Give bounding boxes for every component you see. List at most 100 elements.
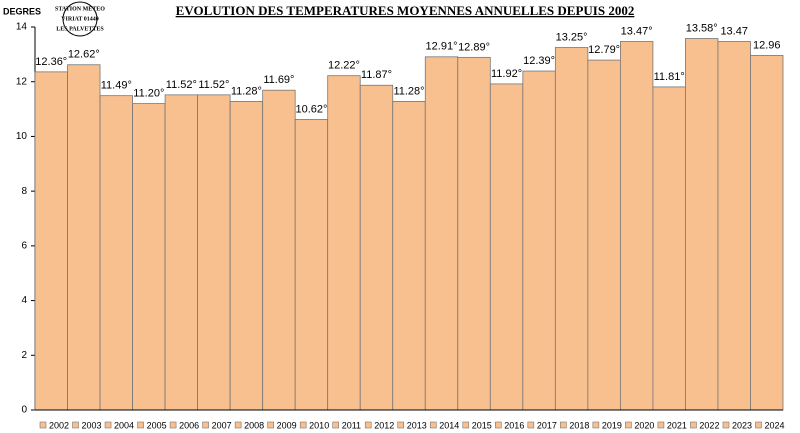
legend-swatch bbox=[657, 421, 665, 429]
y-tick-label: 0 bbox=[21, 405, 27, 416]
y-tick-label: 14 bbox=[16, 22, 28, 33]
legend-label: 2018 bbox=[569, 420, 589, 430]
legend-label: 2011 bbox=[342, 420, 361, 430]
legend-label: 2007 bbox=[212, 420, 232, 430]
y-tick-label: 8 bbox=[21, 186, 27, 197]
stamp-text: VIRIAT 01440 bbox=[61, 16, 99, 22]
legend-swatch bbox=[234, 421, 242, 429]
legend-label: 2020 bbox=[634, 420, 654, 430]
legend-label: 2012 bbox=[374, 420, 394, 430]
legend-label: 2017 bbox=[537, 420, 557, 430]
legend-label: 2016 bbox=[504, 420, 524, 430]
bar bbox=[359, 84, 394, 411]
value-label: 10.62° bbox=[295, 103, 327, 115]
legend-swatch bbox=[364, 421, 372, 429]
legend-swatch bbox=[39, 421, 47, 429]
bar bbox=[392, 101, 426, 411]
value-label: 12.89° bbox=[458, 41, 490, 53]
value-label: 11.52° bbox=[198, 79, 229, 91]
stamp-text: LES PALVETTES bbox=[56, 26, 104, 32]
value-label: 12.39° bbox=[523, 55, 555, 67]
legend-label: 2023 bbox=[732, 420, 752, 430]
stamp: STATION METEO VIRIAT 01440 LES PALVETTES bbox=[55, 1, 105, 37]
legend-label: 2021 bbox=[667, 420, 687, 430]
y-tick-label: 6 bbox=[21, 240, 27, 251]
bar bbox=[34, 71, 68, 411]
legend-label: 2010 bbox=[309, 420, 329, 430]
value-label: 11.52° bbox=[166, 79, 197, 91]
value-label: 11.87° bbox=[361, 69, 392, 81]
legend-swatch bbox=[625, 421, 632, 429]
legend-swatch bbox=[722, 421, 730, 429]
bar bbox=[750, 55, 784, 411]
bar bbox=[294, 119, 329, 411]
value-label: 13.47 bbox=[720, 25, 748, 37]
legend-label: 2004 bbox=[114, 420, 134, 430]
y-tick-label: 12 bbox=[16, 76, 28, 87]
legend-label: 2003 bbox=[82, 420, 102, 430]
legend-swatch bbox=[560, 421, 567, 429]
legend-swatch bbox=[429, 421, 437, 429]
value-label: 12.91° bbox=[426, 41, 458, 53]
bar bbox=[717, 41, 751, 411]
bar bbox=[229, 101, 264, 411]
value-label: 12.96 bbox=[753, 39, 781, 51]
bar bbox=[522, 70, 556, 411]
legend-label: 2014 bbox=[439, 420, 459, 430]
legend-label: 2013 bbox=[407, 420, 427, 430]
legend-label: 2009 bbox=[277, 420, 297, 430]
value-label: 11.92° bbox=[491, 68, 522, 80]
legend-label: 2008 bbox=[244, 420, 264, 430]
legend-swatch bbox=[72, 421, 79, 429]
legend-swatch bbox=[299, 421, 307, 429]
legend-swatch bbox=[267, 421, 274, 429]
value-label: 12.36° bbox=[35, 56, 67, 68]
bar bbox=[164, 94, 199, 411]
value-label: 11.28° bbox=[393, 85, 424, 97]
legend-label: 2019 bbox=[602, 420, 622, 430]
legend-swatch bbox=[137, 421, 144, 429]
bar bbox=[424, 56, 459, 411]
value-label: 11.20° bbox=[133, 88, 164, 100]
bar bbox=[457, 56, 491, 411]
bar bbox=[197, 94, 231, 411]
legend-label: 2022 bbox=[699, 420, 719, 430]
legend-swatch bbox=[527, 421, 535, 429]
bar bbox=[554, 47, 589, 411]
legend-label: 2015 bbox=[472, 420, 492, 430]
legend-swatch bbox=[755, 421, 762, 429]
stamp-text: STATION METEO bbox=[55, 6, 105, 12]
legend-swatch bbox=[495, 421, 502, 429]
stamp-circle bbox=[62, 1, 98, 37]
value-label: 11.81° bbox=[654, 71, 685, 83]
legend-swatch bbox=[202, 421, 209, 429]
value-label: 13.25° bbox=[556, 31, 588, 43]
legend-swatch bbox=[169, 421, 177, 429]
y-tick-label: 4 bbox=[21, 295, 27, 306]
value-label: 12.79° bbox=[588, 44, 620, 56]
value-label: 12.22° bbox=[328, 60, 360, 72]
bar bbox=[489, 83, 524, 411]
legend-swatch bbox=[397, 421, 405, 429]
value-label: 11.28° bbox=[231, 85, 262, 97]
y-axis-label: DEGRES bbox=[3, 6, 41, 16]
legend-label: 2005 bbox=[147, 420, 167, 430]
legend-swatch bbox=[332, 421, 339, 429]
bar bbox=[67, 64, 101, 411]
bar bbox=[619, 41, 654, 411]
bar bbox=[99, 95, 133, 411]
bar bbox=[685, 38, 719, 411]
bar bbox=[327, 75, 361, 411]
y-tick-label: 2 bbox=[21, 350, 27, 361]
bar bbox=[262, 89, 296, 411]
value-label: 11.69° bbox=[263, 74, 294, 86]
legend-swatch bbox=[462, 421, 470, 429]
legend-label: 2024 bbox=[764, 420, 784, 430]
legend-swatch bbox=[104, 421, 112, 429]
value-label: 11.49° bbox=[101, 80, 132, 92]
legend-label: 2006 bbox=[179, 420, 199, 430]
value-label: 13.58° bbox=[686, 22, 718, 34]
legend-label: 2002 bbox=[49, 420, 69, 430]
bar bbox=[132, 103, 166, 411]
